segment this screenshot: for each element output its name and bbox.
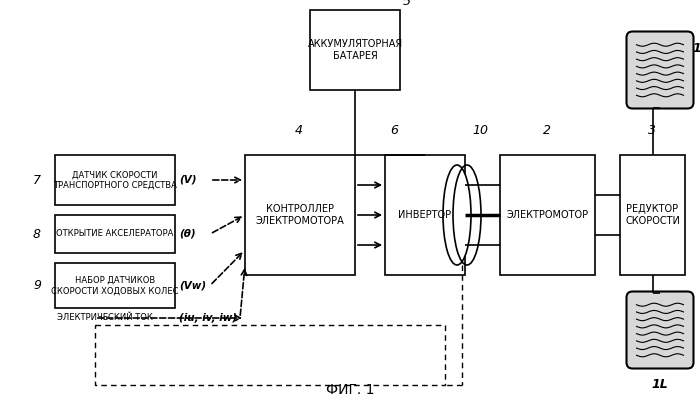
- Text: 10: 10: [472, 124, 488, 137]
- Ellipse shape: [443, 165, 471, 265]
- Text: ЭЛЕКТРОМОТОР: ЭЛЕКТРОМОТОР: [506, 210, 589, 220]
- Text: 3: 3: [648, 124, 655, 137]
- Text: 1R: 1R: [692, 43, 700, 56]
- Text: 4: 4: [295, 124, 303, 137]
- Text: 1L: 1L: [652, 378, 668, 391]
- Text: 5: 5: [403, 0, 411, 8]
- Text: 8: 8: [33, 227, 41, 240]
- Bar: [385, 155, 465, 275]
- Text: (V): (V): [179, 175, 197, 185]
- Text: 6: 6: [390, 124, 398, 137]
- Bar: [620, 155, 685, 275]
- FancyBboxPatch shape: [626, 292, 694, 369]
- FancyBboxPatch shape: [626, 31, 694, 108]
- Text: 7: 7: [33, 173, 41, 187]
- Text: КОНТРОЛЛЕР
ЭЛЕКТРОМОТОРА: КОНТРОЛЛЕР ЭЛЕКТРОМОТОРА: [256, 204, 344, 226]
- Text: ФИГ. 1: ФИГ. 1: [326, 383, 374, 397]
- Text: 9: 9: [33, 279, 41, 292]
- Text: НАБОР ДАТЧИКОВ
СКОРОСТИ ХОДОВЫХ КОЛЕС: НАБОР ДАТЧИКОВ СКОРОСТИ ХОДОВЫХ КОЛЕС: [51, 276, 178, 295]
- Text: (Vw): (Vw): [179, 281, 206, 290]
- Bar: [310, 10, 400, 90]
- Text: ИНВЕРТОР: ИНВЕРТОР: [398, 210, 452, 220]
- Text: (θ): (θ): [179, 229, 195, 239]
- Text: 2: 2: [542, 124, 550, 137]
- Text: ОТКРЫТИЕ АКСЕЛЕРАТОРА: ОТКРЫТИЕ АКСЕЛЕРАТОРА: [56, 229, 174, 238]
- Bar: [500, 155, 595, 275]
- Text: (iu, iv, iw): (iu, iv, iw): [179, 313, 237, 323]
- Text: АККУМУЛЯТОРНАЯ
БАТАРЕЯ: АККУМУЛЯТОРНАЯ БАТАРЕЯ: [307, 39, 402, 61]
- Bar: [55, 155, 175, 205]
- Text: ДАТЧИК СКОРОСТИ
ТРАНСПОРТНОГО СРЕДСТВА: ДАТЧИК СКОРОСТИ ТРАНСПОРТНОГО СРЕДСТВА: [53, 170, 177, 190]
- Bar: [55, 263, 175, 308]
- Bar: [245, 155, 355, 275]
- Text: РЕДУКТОР
СКОРОСТИ: РЕДУКТОР СКОРОСТИ: [625, 204, 680, 226]
- Bar: [55, 215, 175, 253]
- Bar: [95, 325, 445, 385]
- Text: ЭЛЕКТРИЧЕСКИЙ ТОК: ЭЛЕКТРИЧЕСКИЙ ТОК: [57, 314, 153, 323]
